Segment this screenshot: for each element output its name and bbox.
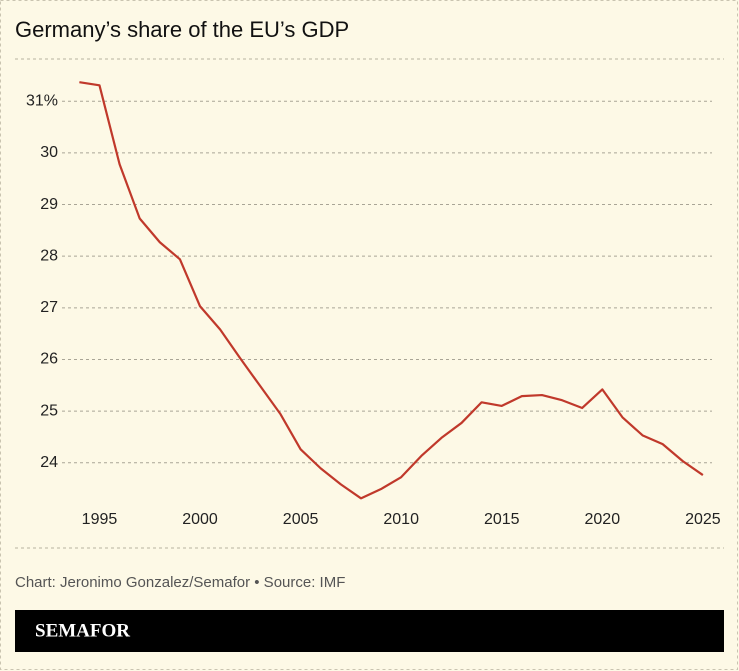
y-tick-label: 24: [40, 454, 58, 471]
x-tick-label: 2010: [383, 511, 419, 528]
y-tick-label: 31%: [26, 93, 58, 110]
x-tick-label: 2000: [182, 511, 218, 528]
x-tick-label: 2025: [685, 511, 721, 528]
x-tick-label: 2005: [283, 511, 319, 528]
chart-title: Germany’s share of the EU’s GDP: [15, 17, 349, 42]
y-tick-label: 28: [40, 247, 58, 264]
y-tick-label: 29: [40, 196, 58, 213]
source: Chart: Jeronimo Gonzalez/Semafor • Sourc…: [15, 574, 345, 591]
x-tick-label: 1995: [82, 511, 118, 528]
y-tick-label: 30: [40, 144, 58, 161]
x-tick-label: 2020: [585, 511, 621, 528]
x-tick-label: 2015: [484, 511, 520, 528]
line: [79, 81, 704, 500]
brand-bar: [15, 610, 724, 652]
y-tick-label: 25: [40, 402, 58, 419]
brand: SEMAFOR: [35, 620, 130, 641]
y-tick-label: 27: [40, 299, 58, 316]
y-tick-label: 26: [40, 351, 58, 368]
